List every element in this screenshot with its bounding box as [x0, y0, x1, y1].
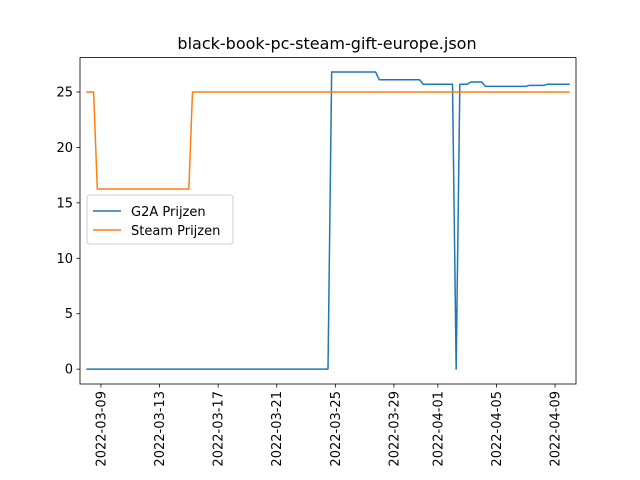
x-tick-label: 2022-04-01 — [431, 391, 446, 467]
x-tick-label: 2022-03-09 — [94, 391, 109, 467]
legend-label: G2A Prijzen — [131, 205, 206, 220]
x-tick-label: 2022-04-09 — [549, 391, 564, 467]
x-tick-label: 2022-03-17 — [212, 391, 227, 467]
y-tick-label: 20 — [56, 141, 73, 156]
y-tick-label: 15 — [56, 196, 73, 211]
x-tick-label: 2022-03-29 — [387, 391, 402, 467]
legend: G2A Prijzen Steam Prijzen — [86, 194, 234, 245]
plot-frame — [79, 57, 577, 385]
x-tick-label: 2022-03-13 — [153, 391, 168, 467]
y-tick-label: 0 — [65, 363, 73, 378]
legend-box — [86, 194, 234, 245]
x-tick-label: 2022-04-05 — [490, 391, 505, 467]
series-line-1 — [86, 91, 570, 190]
legend-label: Steam Prijzen — [131, 224, 220, 239]
y-tick-label: 25 — [56, 85, 73, 100]
x-tick-label: 2022-03-25 — [329, 391, 344, 467]
chart-title: black-book-pc-steam-gift-europe.json — [177, 34, 476, 53]
x-tick-label: 2022-03-21 — [270, 391, 285, 467]
y-tick-label: 10 — [56, 252, 73, 267]
y-tick-label: 5 — [65, 307, 73, 322]
series-line-0 — [86, 71, 570, 370]
